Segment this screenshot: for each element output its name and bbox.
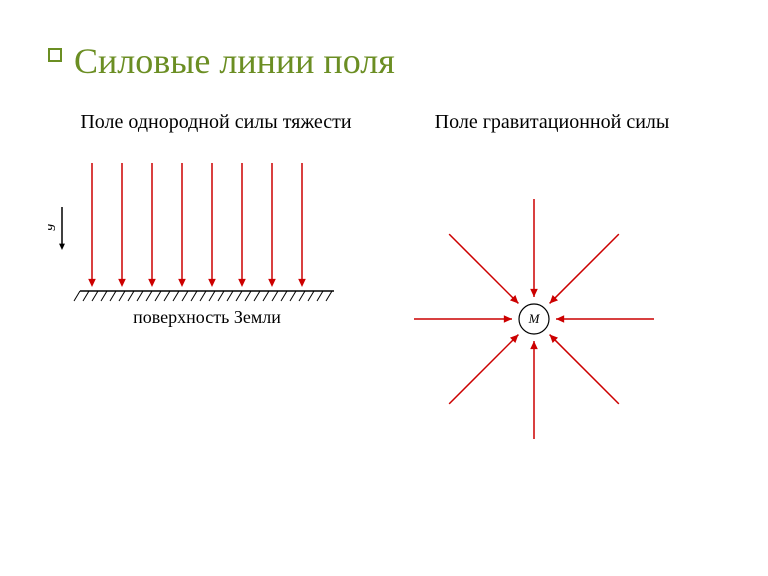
radial-field-svg: M [384,189,684,449]
radial-field-diagram: M [384,189,720,449]
left-subtitle: Поле однородной силы тяжести [48,110,384,135]
mass-label: M [528,311,541,326]
right-subtitle: Поле гравитационной силы [384,110,720,135]
title-bullet [48,48,62,62]
left-column: Поле однородной силы тяжести поверхность… [48,110,384,449]
uniform-field-diagram: поверхность Земли g [48,163,384,373]
ground-label: поверхность Земли [133,307,281,327]
right-column: Поле гравитационной силы M [384,110,720,449]
uniform-field-svg: поверхность Земли g [48,163,368,373]
g-label: g [48,224,56,231]
slide: Силовые линии поля Поле однородной силы … [0,0,768,576]
columns: Поле однородной силы тяжести поверхность… [48,110,720,449]
slide-title: Силовые линии поля [74,40,720,82]
